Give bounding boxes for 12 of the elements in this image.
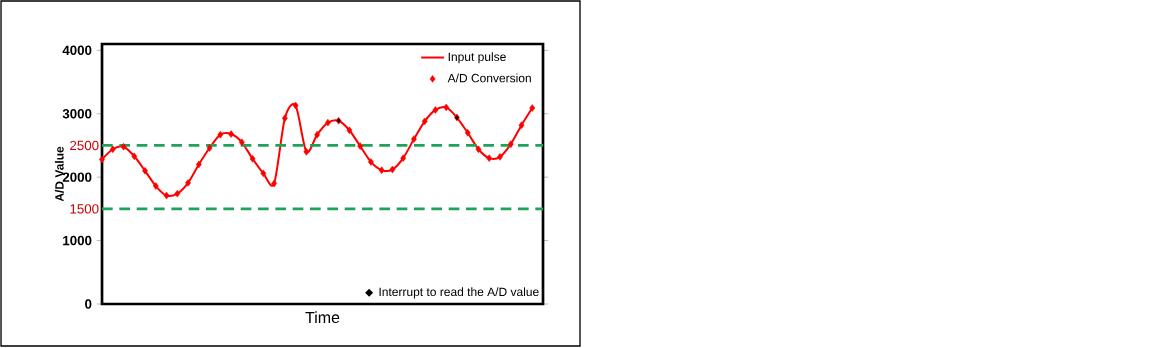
y-axis-title: A/D Value [54,146,64,202]
legend-label: Interrupt to read the A/D value [379,287,539,299]
y-tick-label: 0 [85,299,92,309]
ref-line-label: 2500 [70,140,99,151]
y-tick-label: 1000 [63,235,92,246]
x-axis-title: Time [305,311,340,324]
y-tick-label: 3000 [62,109,92,119]
legend-label: Input pulse [448,52,506,64]
ref-line-label: 1500 [70,204,99,214]
legend-label: A/D Conversion [447,73,531,83]
y-tick-label: 4000 [62,45,92,56]
y-tick-label: 2000 [62,172,92,182]
